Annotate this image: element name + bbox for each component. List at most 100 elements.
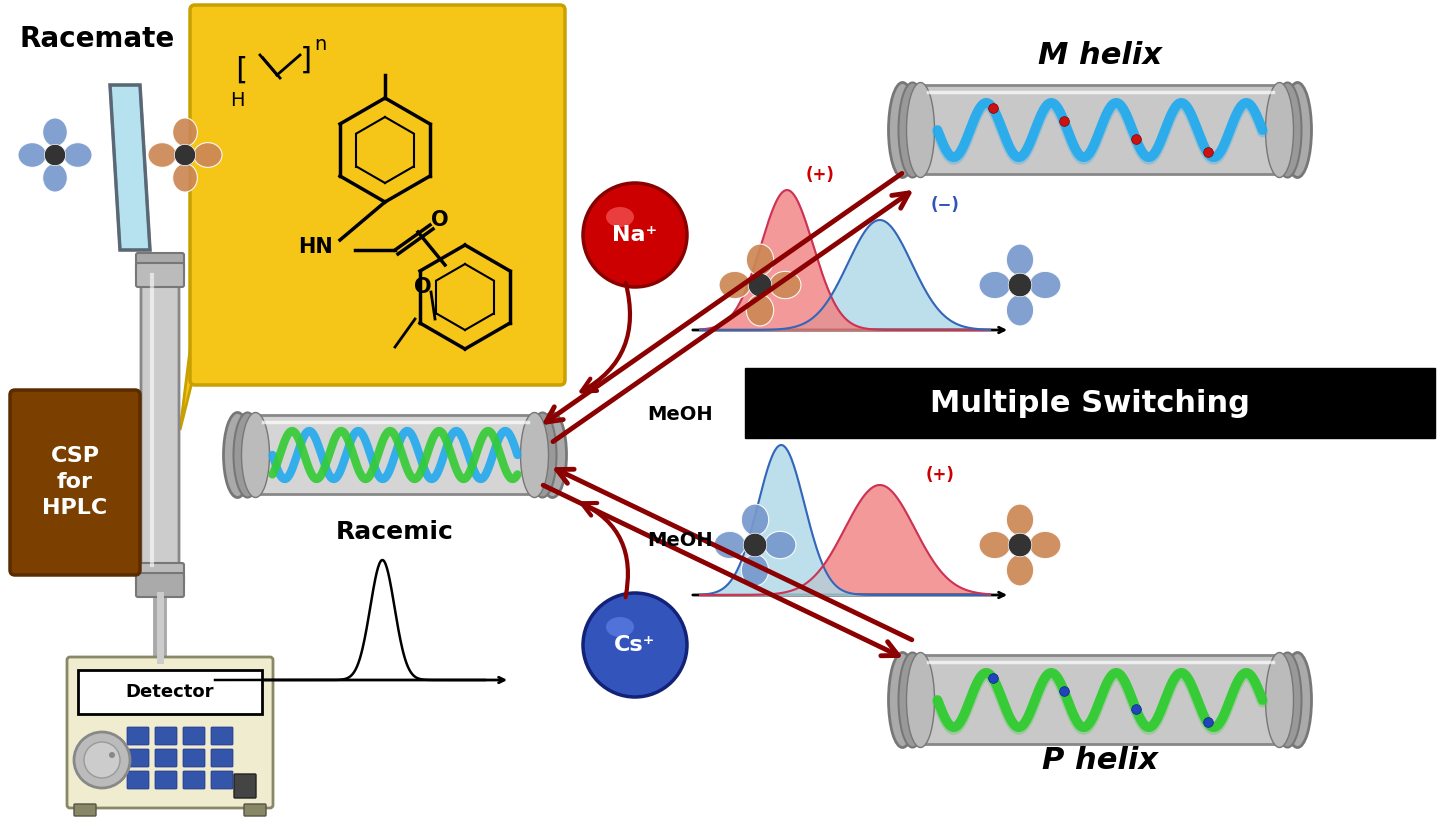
Text: (−): (−)	[930, 196, 959, 214]
Circle shape	[743, 533, 766, 557]
Ellipse shape	[1007, 555, 1034, 586]
Ellipse shape	[63, 142, 92, 168]
FancyBboxPatch shape	[135, 563, 184, 587]
FancyBboxPatch shape	[744, 368, 1436, 438]
Ellipse shape	[888, 83, 916, 178]
Ellipse shape	[1283, 83, 1312, 178]
Ellipse shape	[979, 272, 1011, 299]
Ellipse shape	[173, 118, 197, 146]
Text: CSP
for
HPLC: CSP for HPLC	[42, 446, 108, 519]
FancyBboxPatch shape	[127, 727, 148, 745]
Ellipse shape	[746, 294, 773, 326]
Ellipse shape	[1283, 653, 1312, 748]
Text: Detector: Detector	[125, 683, 215, 701]
Ellipse shape	[979, 532, 1011, 559]
Ellipse shape	[1007, 244, 1034, 276]
FancyBboxPatch shape	[135, 573, 184, 597]
Text: M helix: M helix	[1038, 41, 1162, 70]
Ellipse shape	[193, 142, 222, 168]
Text: H: H	[230, 91, 245, 110]
FancyBboxPatch shape	[156, 727, 177, 745]
FancyBboxPatch shape	[127, 771, 148, 789]
FancyBboxPatch shape	[183, 727, 204, 745]
Text: (−): (−)	[792, 421, 821, 439]
Circle shape	[174, 144, 196, 165]
Ellipse shape	[907, 83, 935, 178]
Ellipse shape	[1266, 83, 1293, 178]
FancyBboxPatch shape	[212, 771, 233, 789]
Ellipse shape	[719, 272, 750, 299]
FancyBboxPatch shape	[212, 727, 233, 745]
Text: HN: HN	[298, 237, 333, 257]
Ellipse shape	[606, 207, 634, 227]
FancyBboxPatch shape	[212, 749, 233, 767]
Polygon shape	[180, 310, 194, 430]
Circle shape	[73, 732, 130, 788]
Ellipse shape	[148, 142, 177, 168]
FancyBboxPatch shape	[156, 771, 177, 789]
Text: O: O	[431, 210, 449, 230]
Text: O: O	[415, 277, 432, 297]
Ellipse shape	[43, 118, 68, 146]
Ellipse shape	[742, 504, 769, 536]
FancyBboxPatch shape	[78, 670, 262, 714]
Ellipse shape	[539, 412, 566, 497]
Ellipse shape	[1030, 272, 1061, 299]
Circle shape	[45, 144, 66, 165]
Ellipse shape	[173, 164, 197, 192]
FancyBboxPatch shape	[910, 655, 1289, 744]
Ellipse shape	[1007, 294, 1034, 326]
Ellipse shape	[528, 412, 556, 497]
Text: [: [	[230, 56, 249, 84]
Text: MeOH: MeOH	[647, 406, 713, 425]
Ellipse shape	[1273, 653, 1302, 748]
Ellipse shape	[233, 412, 262, 497]
Ellipse shape	[899, 653, 926, 748]
Ellipse shape	[888, 653, 916, 748]
FancyBboxPatch shape	[910, 86, 1289, 174]
Text: P helix: P helix	[1043, 746, 1158, 775]
FancyBboxPatch shape	[183, 771, 204, 789]
Ellipse shape	[43, 164, 68, 192]
Circle shape	[1008, 533, 1031, 557]
Circle shape	[749, 273, 772, 297]
Text: (+): (+)	[926, 466, 955, 484]
FancyBboxPatch shape	[190, 5, 564, 385]
Ellipse shape	[1030, 532, 1061, 559]
Circle shape	[109, 752, 115, 758]
Ellipse shape	[746, 244, 773, 276]
Circle shape	[583, 183, 687, 287]
Ellipse shape	[520, 412, 549, 497]
Ellipse shape	[769, 272, 801, 299]
FancyBboxPatch shape	[156, 749, 177, 767]
Polygon shape	[109, 85, 150, 250]
Circle shape	[583, 593, 687, 697]
FancyBboxPatch shape	[73, 804, 96, 816]
Ellipse shape	[223, 412, 252, 497]
Text: Racemic: Racemic	[336, 520, 454, 544]
Text: Multiple Switching: Multiple Switching	[930, 389, 1250, 417]
FancyBboxPatch shape	[141, 262, 179, 578]
Ellipse shape	[899, 83, 926, 178]
FancyBboxPatch shape	[243, 804, 266, 816]
Ellipse shape	[1273, 83, 1302, 178]
Text: ]: ]	[298, 46, 317, 74]
FancyBboxPatch shape	[245, 416, 544, 495]
FancyBboxPatch shape	[10, 390, 140, 575]
Text: Na⁺: Na⁺	[612, 225, 658, 245]
Ellipse shape	[1266, 653, 1293, 748]
Ellipse shape	[242, 412, 269, 497]
FancyBboxPatch shape	[233, 774, 256, 798]
Ellipse shape	[606, 617, 634, 637]
FancyBboxPatch shape	[135, 253, 184, 277]
FancyBboxPatch shape	[68, 657, 274, 808]
Circle shape	[84, 742, 120, 778]
FancyBboxPatch shape	[127, 749, 148, 767]
Ellipse shape	[714, 532, 746, 559]
Text: (+): (+)	[805, 166, 834, 184]
Text: Cs⁺: Cs⁺	[615, 635, 655, 655]
Text: n: n	[314, 35, 325, 55]
Ellipse shape	[17, 142, 46, 168]
FancyBboxPatch shape	[183, 749, 204, 767]
Text: Racemate: Racemate	[20, 25, 176, 53]
